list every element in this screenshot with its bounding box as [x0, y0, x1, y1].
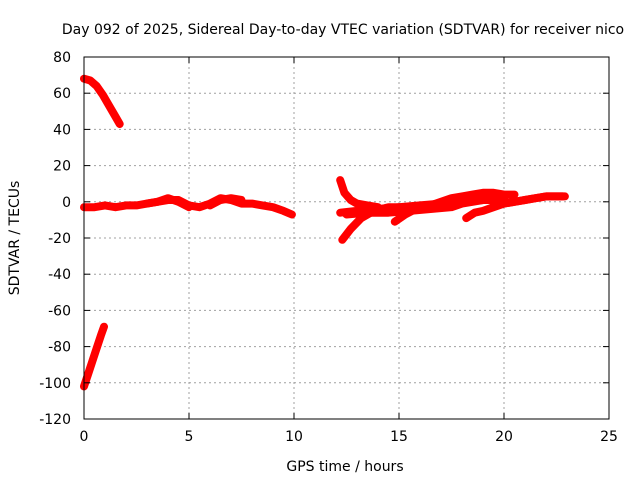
series-arc-4 [143, 194, 193, 212]
series-arc-1 [80, 74, 124, 128]
x-tick-label: 25 [600, 429, 618, 445]
tick-layer [83, 56, 610, 420]
y-axis-title: SDTVAR / TECUs [7, 181, 23, 296]
y-tick-label: 40 [53, 122, 71, 138]
series-layer [80, 74, 569, 391]
y-tick-label: -20 [48, 231, 71, 247]
y-tick-label: -60 [48, 303, 71, 319]
x-tick-label: 15 [390, 429, 408, 445]
series-arc-2 [80, 322, 108, 391]
series-arc-5 [206, 194, 246, 210]
x-tick-label: 0 [80, 429, 89, 445]
y-tick-label: 60 [53, 86, 71, 102]
series-arc-10 [342, 194, 508, 219]
y-tick-label: 20 [53, 159, 71, 175]
series-arc-6 [336, 176, 382, 212]
y-tick-label: -80 [48, 340, 71, 356]
y-tick-label: 80 [53, 50, 71, 66]
tick-label-layer: 0 5 10 15 20 25 -120 -100 -80 -60 -40 -20 0 20 40 60 80 [39, 50, 618, 445]
x-tick-label: 5 [185, 429, 194, 445]
y-tick-label: -120 [39, 412, 71, 428]
y-tick-label: -40 [48, 267, 71, 283]
series-arc-12 [489, 192, 569, 208]
x-tick-label: 10 [285, 429, 303, 445]
x-axis-title: GPS time / hours [286, 459, 403, 475]
y-tick-label: -100 [39, 376, 71, 392]
grid-layer [84, 57, 609, 419]
y-tick-label: 0 [62, 195, 71, 211]
chart-title: Day 092 of 2025, Sidereal Day-to-day VTE… [62, 22, 624, 38]
x-tick-label: 20 [495, 429, 513, 445]
